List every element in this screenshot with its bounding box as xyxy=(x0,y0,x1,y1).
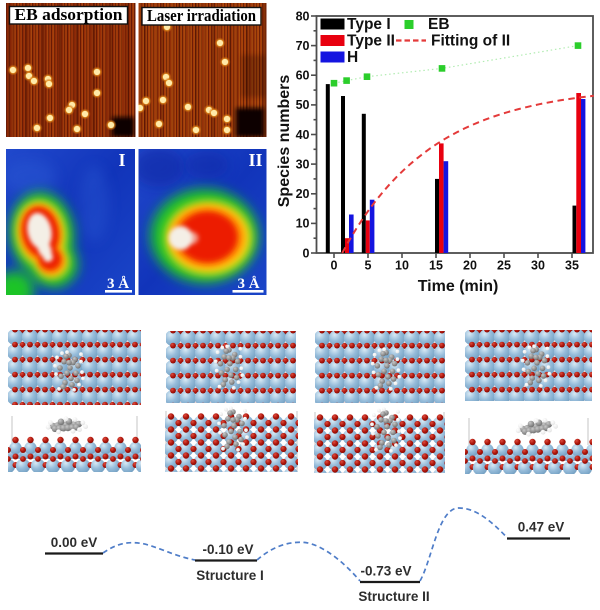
svg-text:20: 20 xyxy=(296,187,310,201)
svg-text:80: 80 xyxy=(296,9,310,23)
svg-text:0: 0 xyxy=(303,246,310,260)
svg-text:10: 10 xyxy=(296,217,310,231)
svg-text:Structure II: Structure II xyxy=(358,589,429,604)
svg-text:I: I xyxy=(118,150,125,170)
svg-text:II: II xyxy=(248,150,262,170)
svg-text:EB: EB xyxy=(428,16,450,33)
svg-text:3 Å: 3 Å xyxy=(107,276,129,292)
svg-text:Fitting of II: Fitting of II xyxy=(431,33,510,50)
svg-text:0.47 eV: 0.47 eV xyxy=(518,520,565,535)
svg-text:Time (min): Time (min) xyxy=(418,278,499,295)
svg-text:0.00 eV: 0.00 eV xyxy=(51,535,98,550)
svg-text:-0.10 eV: -0.10 eV xyxy=(202,542,253,557)
svg-text:30: 30 xyxy=(296,157,310,171)
svg-text:Laser irradiation: Laser irradiation xyxy=(147,6,256,25)
svg-text:Species numbers: Species numbers xyxy=(276,75,293,208)
svg-text:30: 30 xyxy=(531,259,545,273)
svg-text:15: 15 xyxy=(429,259,443,273)
svg-text:EB adsorption: EB adsorption xyxy=(15,5,123,24)
svg-text:25: 25 xyxy=(497,259,511,273)
svg-text:Type II: Type II xyxy=(347,33,395,50)
svg-text:60: 60 xyxy=(296,69,310,83)
svg-text:5: 5 xyxy=(365,259,372,273)
svg-text:Structure I: Structure I xyxy=(196,568,264,583)
svg-text:-0.73 eV: -0.73 eV xyxy=(360,564,411,579)
svg-text:20: 20 xyxy=(463,259,477,273)
svg-text:70: 70 xyxy=(296,39,310,53)
svg-text:35: 35 xyxy=(565,259,579,273)
svg-text:40: 40 xyxy=(296,128,310,142)
svg-text:50: 50 xyxy=(296,98,310,112)
svg-text:0: 0 xyxy=(331,259,338,273)
svg-text:3 Å: 3 Å xyxy=(237,276,259,292)
svg-text:Type I: Type I xyxy=(347,16,391,33)
svg-text:10: 10 xyxy=(395,259,409,273)
svg-text:H: H xyxy=(347,49,358,66)
